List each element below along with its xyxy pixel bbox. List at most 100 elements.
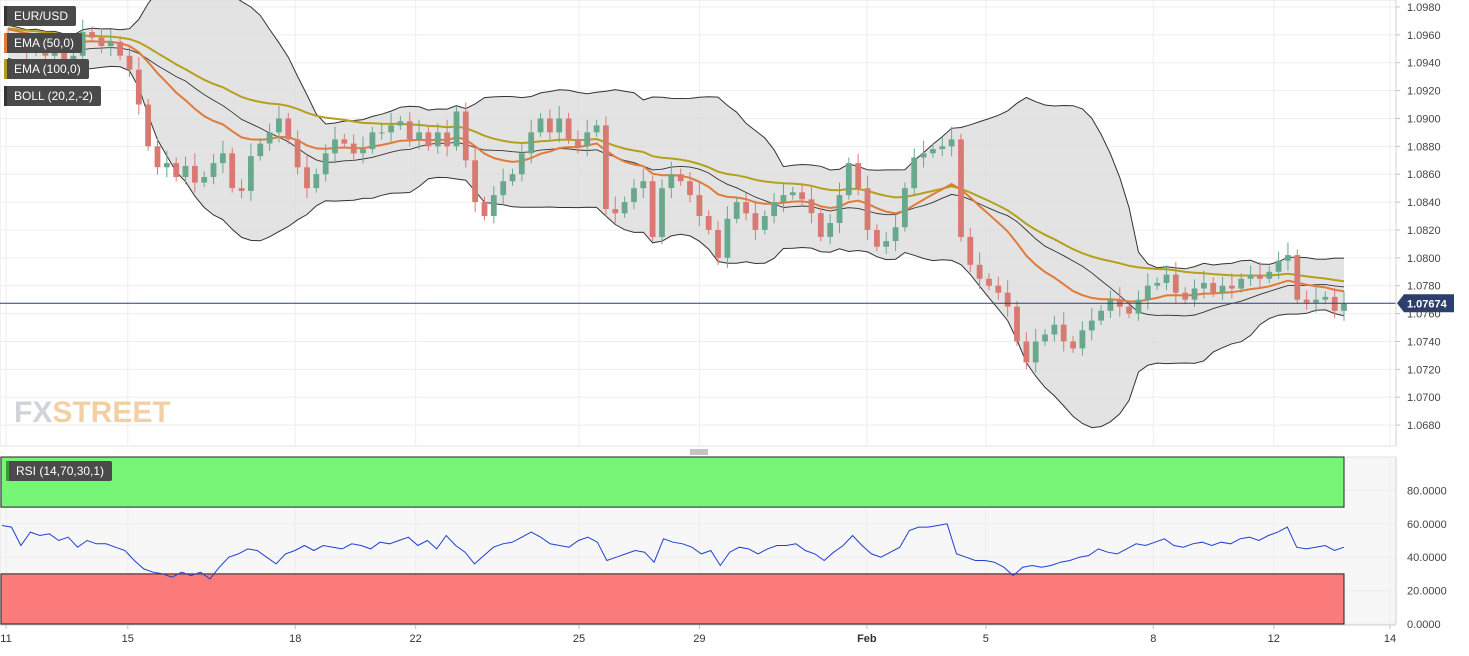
candle-body xyxy=(257,143,264,157)
legend-rsi-swatch xyxy=(6,461,9,481)
candle-body xyxy=(1191,288,1198,300)
y-tick-label: 1.0840 xyxy=(1407,197,1441,209)
candle-body xyxy=(1088,320,1095,331)
candle-body xyxy=(1135,299,1142,314)
candle-body xyxy=(565,118,572,140)
y-tick-label: 1.0860 xyxy=(1407,169,1441,181)
candle-body xyxy=(332,139,338,154)
candle-body xyxy=(603,125,609,209)
candle-body xyxy=(117,41,123,56)
legend-ema100[interactable]: EMA (100,0) xyxy=(4,59,89,79)
candle-body xyxy=(528,132,535,154)
candle-body xyxy=(1322,296,1329,300)
candle-body xyxy=(892,227,899,242)
candle-body xyxy=(1247,274,1254,279)
candle-body xyxy=(631,188,637,203)
candle-body xyxy=(817,213,824,237)
x-tick-label: 15 xyxy=(122,633,134,645)
x-tick-label: 8 xyxy=(1150,633,1156,645)
candle-body xyxy=(154,146,161,168)
candle-body xyxy=(1032,341,1039,363)
candle-body xyxy=(1266,271,1273,279)
y-tick-label: 1.0780 xyxy=(1407,281,1441,293)
y-tick-label: 1.0960 xyxy=(1407,30,1441,42)
y-tick-label: 1.0800 xyxy=(1407,253,1441,265)
candle-body xyxy=(266,132,273,144)
legend-boll[interactable]: BOLL (20,2,-2) xyxy=(4,86,101,106)
candle-layer xyxy=(5,19,1347,373)
y-tick-label: 1.0720 xyxy=(1407,364,1441,376)
candle-body xyxy=(1004,292,1011,307)
candle-body xyxy=(864,188,871,230)
x-tick-label: 22 xyxy=(410,633,422,645)
y-tick-label: 1.0760 xyxy=(1407,309,1441,321)
legend-symbol-swatch xyxy=(4,6,7,26)
candle-body xyxy=(1238,278,1245,289)
candle-body xyxy=(958,139,964,237)
x-tick-label: 5 xyxy=(983,633,989,645)
candle-body xyxy=(649,181,656,237)
legend-symbol-label: EUR/USD xyxy=(14,9,69,23)
candle-body xyxy=(406,121,413,140)
candle-body xyxy=(789,192,796,196)
y-tick-label: 1.0880 xyxy=(1407,141,1441,153)
candle-body xyxy=(1079,330,1086,349)
decor-layer xyxy=(0,447,1396,456)
legend-boll-swatch xyxy=(4,86,7,106)
candle-body xyxy=(1014,306,1020,342)
candle-body xyxy=(1060,324,1067,342)
candle-body xyxy=(845,163,852,196)
candle-body xyxy=(1154,282,1161,286)
candle-body xyxy=(173,163,180,177)
candle-body xyxy=(1294,255,1301,300)
candle-body xyxy=(967,236,974,265)
candle-body xyxy=(98,37,105,46)
candle-body xyxy=(705,216,712,230)
candle-body xyxy=(612,209,619,214)
legend-ema50[interactable]: EMA (50,0) xyxy=(4,33,83,53)
candle-body xyxy=(163,163,170,168)
candle-body xyxy=(1163,274,1170,283)
y-tick-label: 1.0940 xyxy=(1407,58,1441,70)
candle-body xyxy=(948,139,955,147)
candle-body xyxy=(696,195,703,216)
candle-body xyxy=(1051,324,1058,335)
candle-body xyxy=(1070,341,1076,349)
candle-body xyxy=(1210,282,1217,293)
bollinger-lower xyxy=(7,58,1345,429)
candle-body xyxy=(677,174,684,182)
bollinger-middle xyxy=(7,41,1345,317)
x-axis: 11 15 18 22 25 29 Feb 5 8 12 14 xyxy=(0,624,1396,645)
candle-body xyxy=(434,132,441,147)
candle-body xyxy=(761,216,768,230)
candle-body xyxy=(425,132,432,147)
candle-body xyxy=(192,165,198,183)
candle-body xyxy=(874,230,880,247)
candle-body xyxy=(304,167,310,189)
candle-body xyxy=(285,118,292,140)
x-tick-label: 25 xyxy=(573,633,585,645)
candle-body xyxy=(1285,255,1291,261)
candle-body xyxy=(1201,282,1207,289)
candle-body xyxy=(1331,296,1338,311)
legend-symbol[interactable]: EUR/USD xyxy=(4,6,77,26)
bollinger-fill xyxy=(8,0,1344,428)
candle-body xyxy=(724,218,731,258)
candle-body xyxy=(575,139,581,147)
fxstreet-watermark: FXSTREET xyxy=(14,396,171,430)
x-tick-label: 12 xyxy=(1268,633,1280,645)
legend-boll-label: BOLL (20,2,-2) xyxy=(14,89,93,103)
candle-body xyxy=(201,177,208,183)
candle-body xyxy=(397,121,404,126)
candle-body xyxy=(350,143,357,154)
x-tick-label: Feb xyxy=(857,633,877,645)
candle-body xyxy=(715,230,721,258)
candle-body xyxy=(135,69,142,105)
legend-rsi[interactable]: RSI (14,70,30,1) xyxy=(6,461,113,481)
candle-body xyxy=(808,199,815,214)
y-tick-label: 1.0980 xyxy=(1407,2,1441,14)
candle-body xyxy=(210,163,217,177)
candle-body xyxy=(416,132,422,140)
candle-body xyxy=(294,139,301,168)
